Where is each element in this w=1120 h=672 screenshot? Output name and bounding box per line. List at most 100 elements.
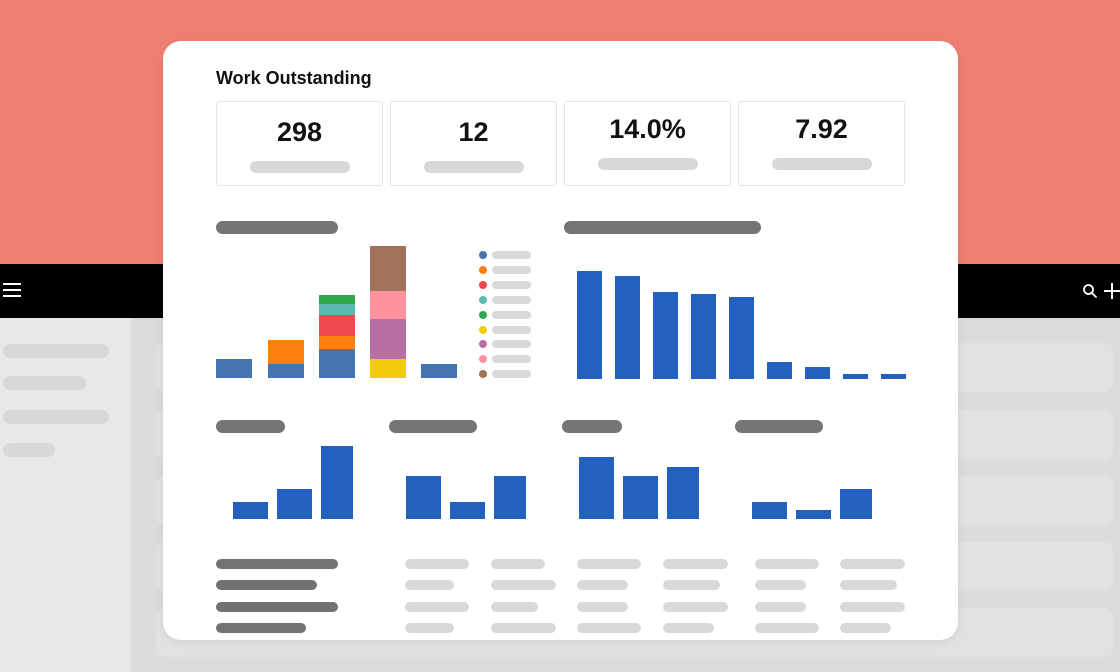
sidebar-item-placeholder[interactable] <box>3 344 109 358</box>
stacked-bar <box>268 340 304 378</box>
sidebar-item-placeholder[interactable] <box>3 376 86 390</box>
chart-title-placeholder <box>564 221 761 234</box>
bar <box>729 297 754 379</box>
chart-title-placeholder <box>216 221 338 234</box>
cell-placeholder <box>840 623 891 633</box>
kpi-label-placeholder <box>772 158 872 170</box>
cell-placeholder <box>577 623 641 633</box>
bar-segment <box>319 315 355 336</box>
bar <box>494 476 526 519</box>
chart-title-placeholder <box>216 420 285 433</box>
stacked-bar <box>319 295 355 378</box>
bar-segment <box>370 319 406 359</box>
legend-swatch <box>479 295 487 304</box>
bar <box>752 502 787 519</box>
stacked-bar <box>370 246 406 378</box>
bar-segment <box>319 304 355 315</box>
row-label-placeholder <box>216 602 338 612</box>
cell-placeholder <box>840 580 897 590</box>
bar-segment <box>370 359 406 378</box>
kpi-tile: 7.92 <box>738 101 905 186</box>
legend-swatch <box>479 251 487 259</box>
cell-placeholder <box>755 623 819 633</box>
cell-placeholder <box>405 602 469 612</box>
bar <box>623 476 658 519</box>
bar <box>277 489 312 519</box>
bar <box>667 467 699 519</box>
legend-label-placeholder <box>492 370 531 379</box>
kpi-value: 298 <box>276 117 323 147</box>
kpi-value: 7.92 <box>795 114 848 144</box>
bar <box>321 446 353 519</box>
row-label-placeholder <box>216 580 317 590</box>
bar <box>579 457 614 519</box>
legend-swatch <box>479 310 487 319</box>
cell-placeholder <box>840 602 905 612</box>
bar-segment <box>319 336 355 349</box>
bar-segment <box>421 364 457 378</box>
search-icon[interactable] <box>1082 283 1098 299</box>
cell-placeholder <box>755 559 819 569</box>
bar <box>653 292 678 379</box>
cell-placeholder <box>663 559 728 569</box>
legend-swatch <box>479 265 487 274</box>
cell-placeholder <box>491 623 556 633</box>
bar-segment <box>268 340 304 364</box>
bar <box>840 489 872 519</box>
legend-swatch <box>479 355 487 364</box>
legend-label-placeholder <box>492 295 531 304</box>
app-sidebar <box>0 318 131 672</box>
legend-label-placeholder <box>492 280 531 289</box>
bar <box>406 476 441 519</box>
bar <box>233 502 268 519</box>
bar-segment <box>370 246 406 291</box>
kpi-value: 14.0% <box>609 114 686 144</box>
cell-placeholder <box>663 602 728 612</box>
legend-label-placeholder <box>492 355 531 364</box>
bar <box>796 510 831 519</box>
kpi-tile: 14.0% <box>564 101 731 186</box>
cell-placeholder <box>491 580 556 590</box>
kpi-tile: 298 <box>216 101 383 186</box>
cell-placeholder <box>577 602 628 612</box>
cell-placeholder <box>755 602 806 612</box>
legend-swatch <box>479 370 487 379</box>
kpi-label-placeholder <box>250 161 350 173</box>
legend-label-placeholder <box>492 251 531 259</box>
legend-label-placeholder <box>492 340 531 349</box>
plus-icon[interactable] <box>1104 282 1120 300</box>
bar-segment <box>370 291 406 319</box>
dashboard-card: Work Outstanding 298 12 14.0% 7.92 <box>163 41 958 640</box>
bar <box>805 367 830 379</box>
cell-placeholder <box>663 580 720 590</box>
cell-placeholder <box>663 623 714 633</box>
bar <box>843 374 868 379</box>
kpi-value: 12 <box>458 117 489 147</box>
cell-placeholder <box>840 559 905 569</box>
cell-placeholder <box>577 580 628 590</box>
legend-label-placeholder <box>492 310 531 319</box>
card-title: Work Outstanding <box>216 68 372 88</box>
cell-placeholder <box>405 623 454 633</box>
bar <box>881 374 906 379</box>
sidebar-item-placeholder[interactable] <box>3 443 55 457</box>
cell-placeholder <box>755 580 806 590</box>
cell-placeholder <box>491 602 538 612</box>
kpi-label-placeholder <box>424 161 524 173</box>
chart-title-placeholder <box>562 420 622 433</box>
legend-label-placeholder <box>492 265 531 274</box>
legend-swatch <box>479 280 487 289</box>
bar-segment <box>216 359 252 378</box>
cell-placeholder <box>491 559 545 569</box>
bar <box>615 276 640 379</box>
cell-placeholder <box>405 580 454 590</box>
bar <box>450 502 485 519</box>
legend-label-placeholder <box>492 325 531 334</box>
bar-segment <box>319 295 355 304</box>
row-label-placeholder <box>216 623 306 633</box>
hamburger-menu-icon[interactable] <box>3 283 21 298</box>
kpi-label-placeholder <box>598 158 698 170</box>
bar <box>767 362 792 379</box>
cell-placeholder <box>577 559 641 569</box>
sidebar-item-placeholder[interactable] <box>3 410 109 424</box>
